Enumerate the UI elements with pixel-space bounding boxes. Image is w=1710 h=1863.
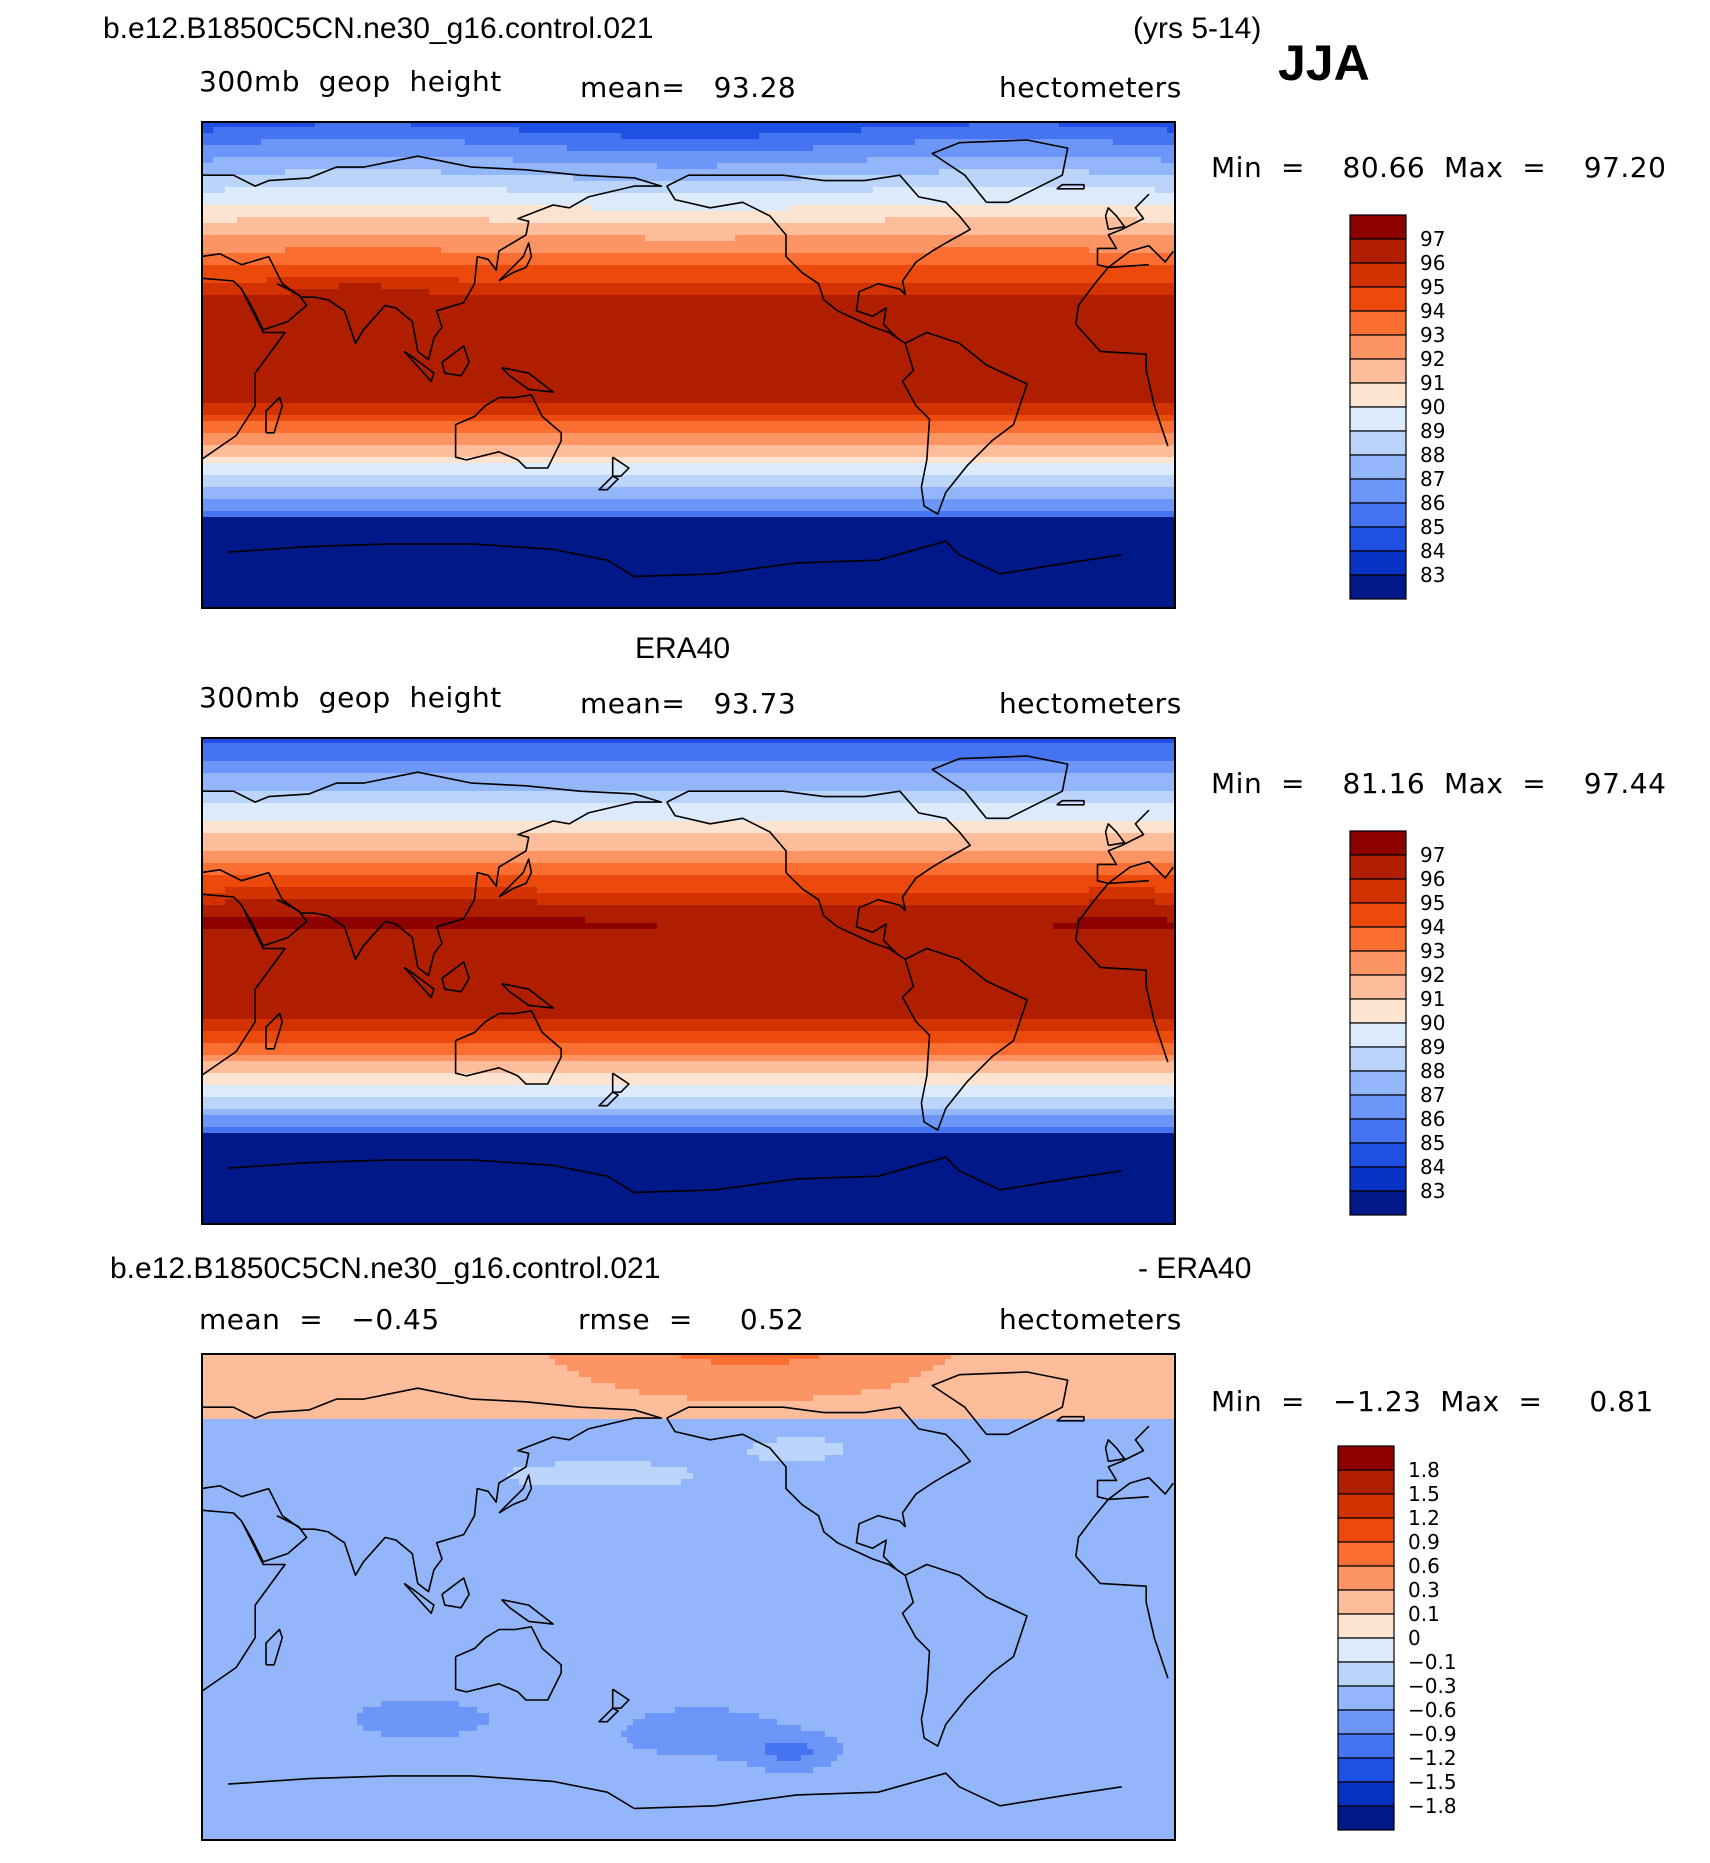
colorbar-tick-label: 88 [1420, 1059, 1445, 1083]
model-minmax-label: Min = 80.66 Max = 97.20 [1211, 154, 1666, 182]
diff-title-right: - ERA40 [1138, 1254, 1251, 1284]
model-geopotential-map [201, 121, 1176, 609]
colorbar-tick-label: 96 [1420, 251, 1445, 275]
colorbar-tick-label: 84 [1420, 539, 1445, 563]
colorbar-tick-label: 0.6 [1408, 1554, 1440, 1578]
colorbar-tick-label: 91 [1420, 987, 1445, 1011]
colorbar-tick-label: 95 [1420, 891, 1445, 915]
colorbar-tick-label: 87 [1420, 1083, 1445, 1107]
colorbar-tick-label: 88 [1420, 443, 1445, 467]
colorbar-tick-label: 83 [1420, 1179, 1445, 1203]
colorbar-tick-label: 1.5 [1408, 1482, 1440, 1506]
colorbar-tick-label: −1.5 [1408, 1770, 1457, 1794]
colorbar-tick-label: 0.9 [1408, 1530, 1440, 1554]
colorbar-tick-label: −0.9 [1408, 1722, 1457, 1746]
obs-variable-label: 300mb geop height [199, 684, 502, 712]
diff-mean-label: mean = −0.45 [199, 1306, 440, 1334]
diff-rmse-label: rmse = 0.52 [578, 1306, 804, 1334]
colorbar-tick-label: 90 [1420, 1011, 1445, 1035]
colorbar-tick-label: 92 [1420, 347, 1445, 371]
colorbar-tick-label: −1.2 [1408, 1746, 1457, 1770]
diff-title-left: b.e12.B1850C5CN.ne30_g16.control.021 [110, 1254, 660, 1284]
difference-map [201, 1353, 1176, 1841]
colorbar-tick-label: 83 [1420, 563, 1445, 587]
colorbar-tick-label: 97 [1420, 843, 1445, 867]
colorbar-tick-label: 89 [1420, 419, 1445, 443]
colorbar-tick-label: 85 [1420, 515, 1445, 539]
colorbar-tick-label: 90 [1420, 395, 1445, 419]
colorbar-tick-label: 94 [1420, 299, 1445, 323]
colorbar-tick-label: −1.8 [1408, 1794, 1457, 1818]
colorbar-tick-label: 1.8 [1408, 1458, 1440, 1482]
colorbar-tick-label: 96 [1420, 867, 1445, 891]
colorbar-tick-label: 0.1 [1408, 1602, 1440, 1626]
model-units-label: hectometers [999, 74, 1182, 102]
diff-units-label: hectometers [999, 1306, 1182, 1334]
obs-title: ERA40 [635, 634, 730, 664]
colorbar-tick-label: 85 [1420, 1131, 1445, 1155]
colorbar-tick-label: 84 [1420, 1155, 1445, 1179]
colorbar-tick-label: 0 [1408, 1626, 1421, 1650]
colorbar-tick-label: 0.3 [1408, 1578, 1440, 1602]
obs-geopotential-map [201, 737, 1176, 1225]
model-variable-label: 300mb geop height [199, 68, 502, 96]
difference-colorbar: 1.81.51.20.90.60.30.10−0.1−0.3−0.6−0.9−1… [1337, 1445, 1457, 1831]
colorbar-tick-label: 94 [1420, 915, 1445, 939]
colorbar-tick-label: −0.6 [1408, 1698, 1457, 1722]
colorbar-tick-label: 86 [1420, 1107, 1445, 1131]
season-label: JJA [1278, 38, 1370, 88]
colorbar-tick-label: 97 [1420, 227, 1445, 251]
obs-minmax-label: Min = 81.16 Max = 97.44 [1211, 770, 1666, 798]
model-run-title: b.e12.B1850C5CN.ne30_g16.control.021 [103, 14, 653, 44]
colorbar-tick-label: −0.3 [1408, 1674, 1457, 1698]
colorbar-tick-label: 86 [1420, 491, 1445, 515]
model-mean-label: mean= 93.28 [580, 74, 796, 102]
years-label: (yrs 5-14) [1133, 14, 1261, 44]
colorbar-tick-label: −0.1 [1408, 1650, 1457, 1674]
colorbar-tick-label: 93 [1420, 323, 1445, 347]
obs-units-label: hectometers [999, 690, 1182, 718]
colorbar-tick-label: 93 [1420, 939, 1445, 963]
colorbar-tick-label: 92 [1420, 963, 1445, 987]
colorbar-tick-label: 91 [1420, 371, 1445, 395]
obs-mean-label: mean= 93.73 [580, 690, 796, 718]
colorbar-tick-label: 87 [1420, 467, 1445, 491]
colorbar-tick-label: 89 [1420, 1035, 1445, 1059]
diff-minmax-label: Min = −1.23 Max = 0.81 [1211, 1388, 1654, 1416]
colorbar-tick-label: 95 [1420, 275, 1445, 299]
colorbar-tick-label: 1.2 [1408, 1506, 1440, 1530]
